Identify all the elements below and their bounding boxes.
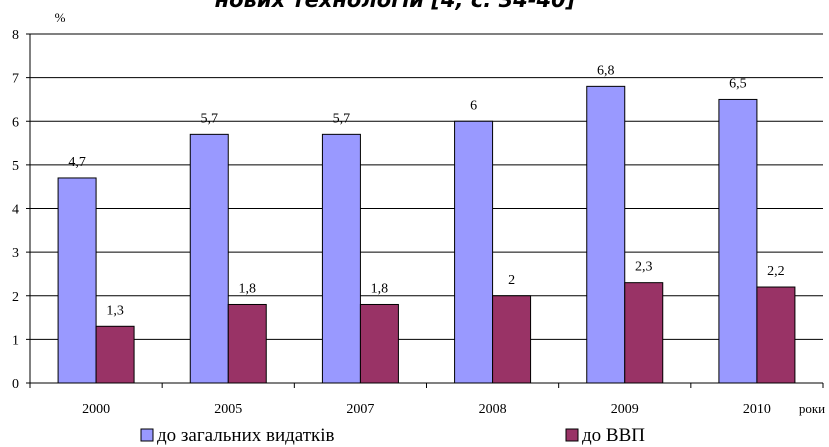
- x-tick-label: 2010: [743, 402, 771, 417]
- data-label: 6,8: [597, 63, 615, 78]
- chart-title: нових технологій [4, с. 34-40]: [215, 0, 576, 12]
- bar: [57, 177, 97, 384]
- bar: [321, 133, 361, 384]
- grid: [30, 33, 823, 340]
- data-label: 4,7: [68, 155, 86, 170]
- bar: [756, 286, 796, 384]
- data-label: 5,7: [333, 111, 351, 126]
- bar: [586, 85, 626, 384]
- data-label: 1,8: [371, 281, 389, 296]
- legend-swatch: [565, 428, 579, 442]
- legend: до загальних видатків до ВВП: [140, 425, 645, 446]
- y-tick-label: 2: [12, 290, 19, 305]
- bar: [454, 120, 494, 384]
- bar: [189, 133, 229, 384]
- bar: [227, 303, 267, 384]
- legend-swatch: [140, 428, 154, 442]
- y-tick-label: 3: [12, 246, 19, 261]
- bar: [95, 325, 135, 384]
- legend-label: до загальних видатків: [157, 425, 335, 446]
- data-label: 1,8: [239, 281, 257, 296]
- bar: [624, 282, 664, 384]
- bar: [718, 98, 758, 384]
- data-label: 2: [508, 273, 515, 288]
- x-tick-label: 2008: [479, 402, 507, 417]
- x-tick-label: 2005: [214, 402, 242, 417]
- x-tick-label: 2007: [346, 402, 374, 417]
- x-tick-label: 2000: [82, 402, 110, 417]
- x-tick-label: 2009: [611, 402, 639, 417]
- data-label: 6: [470, 98, 477, 113]
- axes: 0 1 2 3 4 5 6 7 8 2000 2005 2007 2008 2009 2010: [12, 28, 824, 417]
- y-tick-label: 0: [12, 377, 19, 392]
- bar: [359, 303, 399, 384]
- y-tick-label: 6: [12, 115, 19, 130]
- legend-label: до ВВП: [582, 425, 645, 446]
- data-label: 1,3: [106, 303, 124, 318]
- bars: 4,7 1,3 5,7 1,8 5,7 1,8 6 2 6,8 2,3 6,5 2,2: [57, 63, 796, 384]
- y-axis-label: %: [55, 10, 66, 25]
- data-label: 2,2: [767, 264, 785, 279]
- data-label: 2,3: [635, 260, 653, 275]
- y-tick-label: 8: [12, 28, 19, 43]
- y-tick-label: 1: [12, 333, 19, 348]
- bar: [492, 295, 532, 384]
- data-label: 5,7: [201, 111, 219, 126]
- y-tick-label: 4: [12, 203, 19, 218]
- y-tick-label: 7: [12, 72, 19, 87]
- y-tick-label: 5: [12, 159, 19, 174]
- x-axis-label: роки: [799, 401, 825, 416]
- data-label: 6,5: [729, 76, 747, 91]
